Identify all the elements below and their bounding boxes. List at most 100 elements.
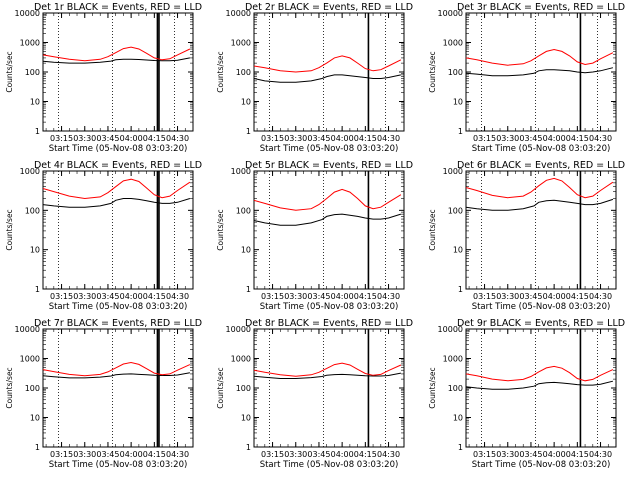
x-tick-label: 03:45 <box>519 450 542 459</box>
plot-frame <box>42 170 194 290</box>
x-tick-label: 04:30 <box>166 292 189 301</box>
chart-panel-5: Det 5r BLACK = Events, RED = LLD 1 10 100 10… <box>216 160 413 312</box>
x-tick-label: 03:15 <box>50 134 73 143</box>
x-tick-label: 03:30 <box>496 450 519 459</box>
chart-title: Det 2r BLACK = Events, RED = LLD <box>245 2 413 13</box>
x-tick-label: 04:15 <box>566 450 589 459</box>
x-tick-label: 03:30 <box>284 292 307 301</box>
y-axis-label: Counts/sec <box>216 367 225 408</box>
y-tick-label: 1 <box>246 285 251 294</box>
series-lld-line <box>42 361 191 377</box>
x-axis-label: Start Time (05-Nov-08 03:03:20) <box>49 460 188 470</box>
y-tick-label: 10 <box>241 98 251 107</box>
y-tick-label: 100 <box>25 68 40 77</box>
x-tick-label: 03:15 <box>261 450 284 459</box>
x-tick-label: 04:00 <box>543 450 566 459</box>
y-axis-label: Counts/sec <box>5 367 14 408</box>
x-tick-label: 04:15 <box>354 292 377 301</box>
chart-panel-7: Det 7r BLACK = Events, RED = LLD 1 10 100 10… <box>5 318 202 470</box>
x-tick-label: 03:45 <box>96 292 119 301</box>
x-axis-label: Start Time (05-Nov-08 03:03:20) <box>49 302 188 312</box>
x-axis-label: Start Time (05-Nov-08 03:03:20) <box>472 460 611 470</box>
y-tick-label: 1000 <box>443 39 463 48</box>
y-tick-label: 10 <box>30 414 40 423</box>
chart-title: Det 3r BLACK = Events, RED = LLD <box>457 2 625 13</box>
y-tick-label: 100 <box>236 68 251 77</box>
x-tick-label: 03:45 <box>96 450 119 459</box>
series-events-line <box>253 74 402 83</box>
x-tick-label: 03:45 <box>307 292 330 301</box>
x-tick-label: 03:30 <box>284 134 307 143</box>
series-events-line <box>42 372 190 379</box>
x-tick-label: 03:30 <box>496 134 519 143</box>
y-tick-label: 10000 <box>438 9 463 18</box>
plot-frame <box>253 328 405 448</box>
x-tick-label: 03:30 <box>496 292 519 301</box>
chart-panel-9: Det 9r BLACK = Events, RED = LLD 1 10 100 10… <box>428 318 625 470</box>
y-axis-label: Counts/sec <box>216 209 225 250</box>
x-tick-label: 03:45 <box>96 134 119 143</box>
y-axis-label: Counts/sec <box>216 51 225 92</box>
x-tick-label: 03:15 <box>50 292 73 301</box>
x-tick-label: 04:30 <box>589 450 612 459</box>
series-lld-line <box>465 365 614 382</box>
series-events-line <box>42 57 190 64</box>
y-tick-label: 100 <box>25 206 40 215</box>
x-tick-label: 03:30 <box>73 134 96 143</box>
y-tick-label: 1000 <box>443 167 463 176</box>
chart-title: Det 8r BLACK = Events, RED = LLD <box>245 318 413 329</box>
x-tick-label: 04:00 <box>331 450 354 459</box>
x-tick-label: 03:15 <box>261 292 284 301</box>
y-tick-label: 1 <box>246 127 251 136</box>
y-tick-label: 1000 <box>20 355 40 364</box>
y-axis-label: Counts/sec <box>5 51 14 92</box>
chart-panel-8: Det 8r BLACK = Events, RED = LLD 1 10 100 10… <box>216 318 413 470</box>
y-tick-label: 1000 <box>231 167 251 176</box>
plot-frame <box>465 328 617 448</box>
series-lld-line <box>253 188 402 211</box>
x-tick-label: 04:00 <box>120 134 143 143</box>
x-tick-label: 03:45 <box>307 450 330 459</box>
x-tick-label: 04:15 <box>354 450 377 459</box>
y-tick-label: 1000 <box>231 39 251 48</box>
series-lld-line <box>253 55 402 73</box>
y-tick-label: 10000 <box>226 325 251 334</box>
x-tick-label: 03:45 <box>519 134 542 143</box>
y-tick-label: 10000 <box>226 9 251 18</box>
chart-panel-1: Det 1r BLACK = Events, RED = LLD 1 10 100 10… <box>5 2 202 154</box>
x-tick-label: 04:15 <box>143 292 166 301</box>
x-tick-label: 04:00 <box>120 292 143 301</box>
x-tick-label: 03:15 <box>473 292 496 301</box>
plot-frame <box>42 12 194 132</box>
x-tick-label: 04:30 <box>377 134 400 143</box>
y-axis-label: Counts/sec <box>428 367 437 408</box>
chart-panel-4: Det 4r BLACK = Events, RED = LLD 1 10 100 10… <box>5 160 202 312</box>
series-lld-line <box>253 362 402 377</box>
x-tick-label: 04:15 <box>143 134 166 143</box>
y-tick-label: 1 <box>458 127 463 136</box>
y-tick-label: 1000 <box>231 355 251 364</box>
series-lld-line <box>465 48 614 66</box>
x-tick-label: 03:15 <box>261 134 284 143</box>
chart-title: Det 1r BLACK = Events, RED = LLD <box>34 2 202 13</box>
y-tick-label: 1 <box>35 285 40 294</box>
y-axis-label: Counts/sec <box>5 209 14 250</box>
x-tick-label: 04:15 <box>143 450 166 459</box>
x-axis-label: Start Time (05-Nov-08 03:03:20) <box>260 302 399 312</box>
x-tick-label: 04:00 <box>331 134 354 143</box>
series-events-line <box>253 372 401 379</box>
y-tick-label: 1000 <box>20 167 40 176</box>
chart-title: Det 7r BLACK = Events, RED = LLD <box>34 318 202 329</box>
x-tick-label: 04:15 <box>354 134 377 143</box>
x-tick-label: 03:30 <box>284 450 307 459</box>
y-tick-label: 10 <box>453 98 463 107</box>
x-tick-label: 03:30 <box>73 292 96 301</box>
y-axis-label: Counts/sec <box>428 209 437 250</box>
chart-panel-3: Det 3r BLACK = Events, RED = LLD 1 10 100 10… <box>428 2 625 154</box>
series-events-line <box>253 213 402 226</box>
y-tick-label: 10 <box>30 246 40 255</box>
y-tick-label: 1 <box>35 443 40 452</box>
y-tick-label: 10 <box>241 246 251 255</box>
plot-frame <box>42 328 194 448</box>
